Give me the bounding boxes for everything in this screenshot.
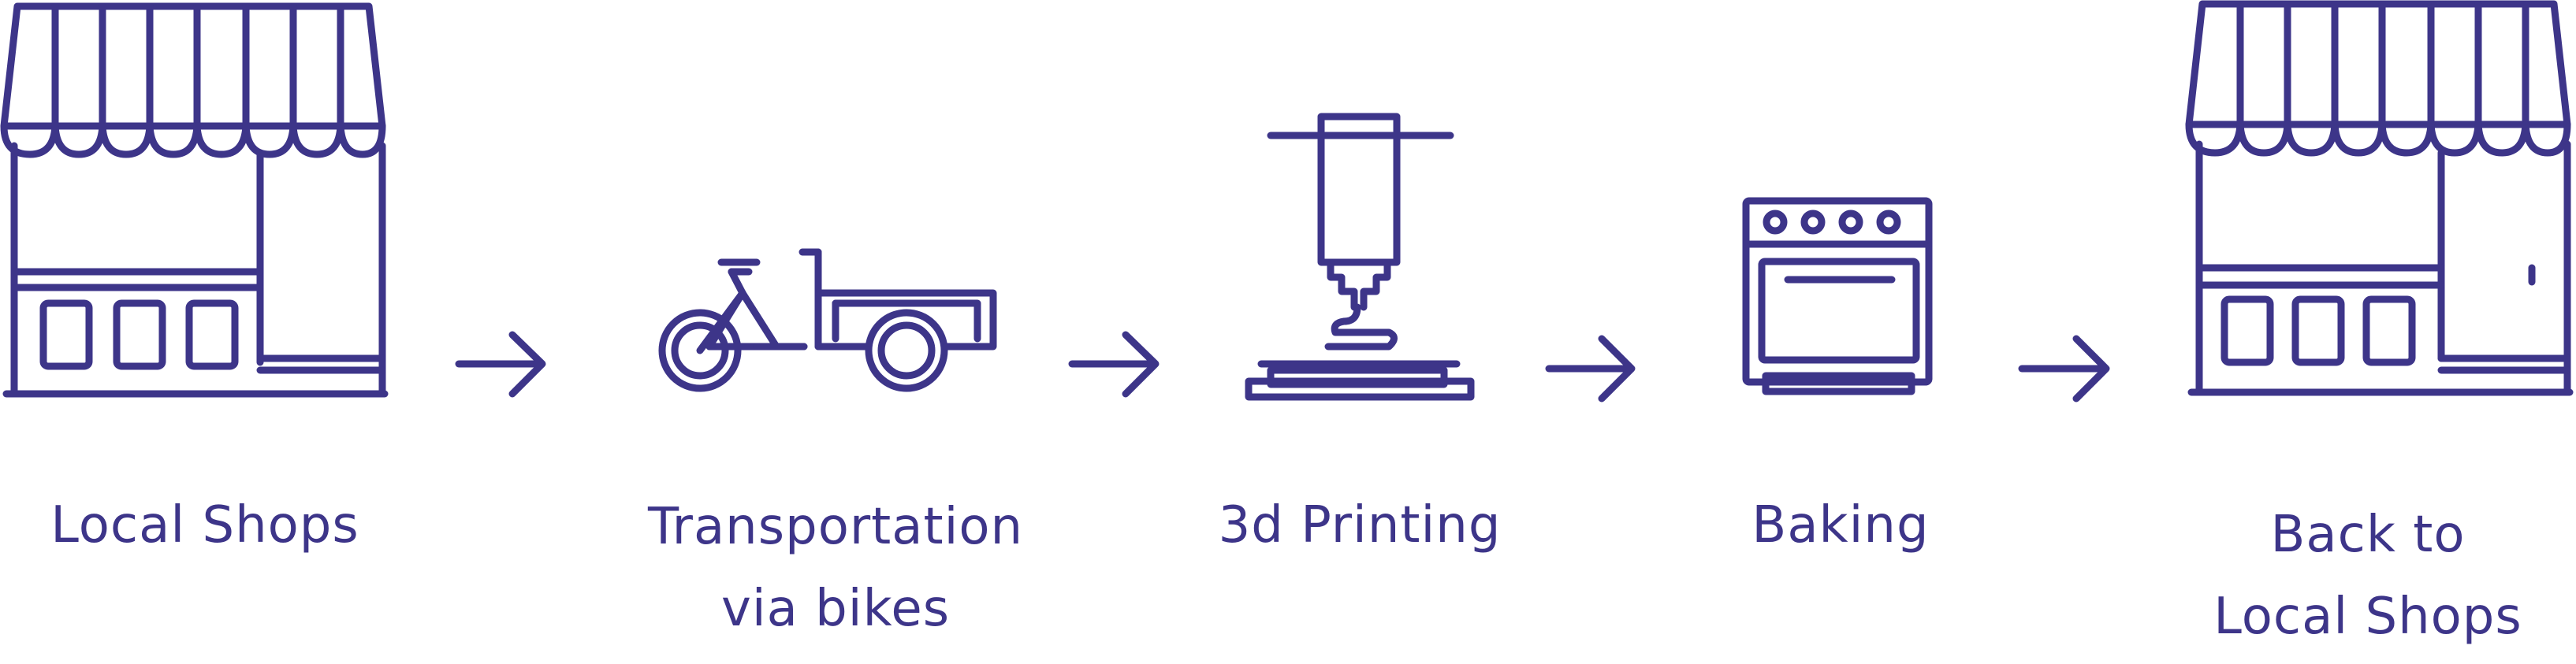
step-label-line: Back to xyxy=(2270,506,2466,564)
arrow-right-icon xyxy=(455,331,546,398)
step-label-baking: Baking xyxy=(1679,484,2002,566)
step-label-line: Baking xyxy=(1751,496,1930,555)
step-label-local-shops: Local Shops xyxy=(0,484,410,566)
3d-printer-icon xyxy=(1245,113,1475,401)
storefront-icon xyxy=(0,2,389,398)
step-label-line: 3d Printing xyxy=(1218,496,1502,555)
storefront-icon xyxy=(2185,0,2574,396)
step-label-transportation: Transportation via bikes xyxy=(599,486,1072,650)
arrow-right-icon xyxy=(1068,331,1160,398)
step-label-line: Local Shops xyxy=(50,496,359,555)
arrow-right-icon xyxy=(1545,335,1636,402)
step-label-3d-printing: 3d Printing xyxy=(1167,484,1553,566)
step-label-back-to-local-shops: Back to Local Shops xyxy=(2160,494,2576,658)
arrow-right-icon xyxy=(2018,335,2110,402)
step-label-line: Local Shops xyxy=(2213,588,2522,646)
step-label-line: Transportation xyxy=(647,498,1024,556)
cargo-bike-icon xyxy=(658,248,997,392)
oven-icon xyxy=(1742,197,1933,395)
step-label-line: via bikes xyxy=(720,580,951,638)
